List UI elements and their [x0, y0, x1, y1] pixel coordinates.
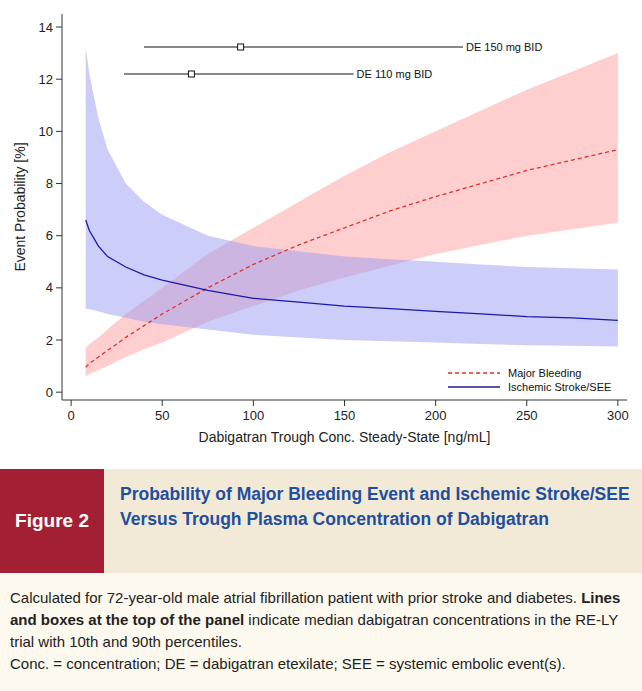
- x-tick-label: 300: [607, 408, 629, 423]
- y-tick: [56, 287, 62, 288]
- y-tick-label: 2: [46, 333, 53, 348]
- note-text: Calculated for 72-year-old male atrial f…: [10, 589, 581, 606]
- legend-label: Ischemic Stroke/SEE: [508, 381, 611, 393]
- y-tick-label: 14: [39, 20, 53, 35]
- x-tick-label: 100: [243, 408, 265, 423]
- y-tick-label: 0: [46, 385, 53, 400]
- x-tick: [71, 400, 72, 406]
- legend-swatch: [448, 386, 500, 387]
- x-tick: [253, 400, 254, 406]
- x-tick: [617, 400, 618, 406]
- y-tick: [56, 131, 62, 132]
- y-axis-label: Event Probability [%]: [12, 142, 28, 271]
- x-tick-label: 200: [425, 408, 447, 423]
- y-tick-label: 6: [46, 228, 53, 243]
- confidence-band: [86, 48, 618, 347]
- x-tick: [162, 400, 163, 406]
- x-tick-label: 150: [334, 408, 356, 423]
- y-tick: [56, 392, 62, 393]
- y-tick-label: 10: [39, 124, 53, 139]
- percentile-range: [124, 74, 354, 75]
- y-tick-label: 4: [46, 280, 53, 295]
- range-label: DE 150 mg BID: [466, 41, 542, 53]
- x-tick: [435, 400, 436, 406]
- y-tick: [56, 79, 62, 80]
- legend-swatch: [448, 372, 500, 373]
- figure-notes: Calculated for 72-year-old male atrial f…: [0, 573, 642, 691]
- abbreviations: Conc. = concentration; DE = dabigatran e…: [10, 653, 634, 675]
- percentile-range: [144, 47, 463, 48]
- y-tick-label: 12: [39, 72, 53, 87]
- x-tick-label: 50: [155, 408, 169, 423]
- range-label: DE 110 mg BID: [357, 68, 433, 80]
- y-tick: [56, 340, 62, 341]
- median-box: [188, 71, 194, 77]
- figure-label: Figure 2: [0, 469, 104, 573]
- y-tick: [56, 27, 62, 28]
- note: Calculated for 72-year-old male atrial f…: [10, 587, 634, 653]
- median-box: [238, 44, 244, 50]
- x-axis-label: Dabigatran Trough Conc. Steady-State [ng…: [199, 429, 491, 445]
- x-tick: [344, 400, 345, 406]
- y-tick: [56, 183, 62, 184]
- x-tick: [526, 400, 527, 406]
- series-line: [86, 220, 618, 320]
- y-tick-label: 8: [46, 176, 53, 191]
- x-tick-label: 250: [516, 408, 538, 423]
- series-line: [86, 150, 618, 368]
- chart: 0 50 100 150 200 250 300 0 2 4 6 8 10 12 14 Dabigatran …: [0, 0, 642, 469]
- legend-label: Major Bleeding: [508, 367, 581, 379]
- caption-band: Figure 2 Probability of Major Bleeding E…: [0, 469, 642, 573]
- y-axis: [62, 14, 63, 400]
- x-tick-label: 0: [67, 408, 74, 423]
- figure-title: Probability of Major Bleeding Event and …: [104, 469, 642, 573]
- y-tick: [56, 235, 62, 236]
